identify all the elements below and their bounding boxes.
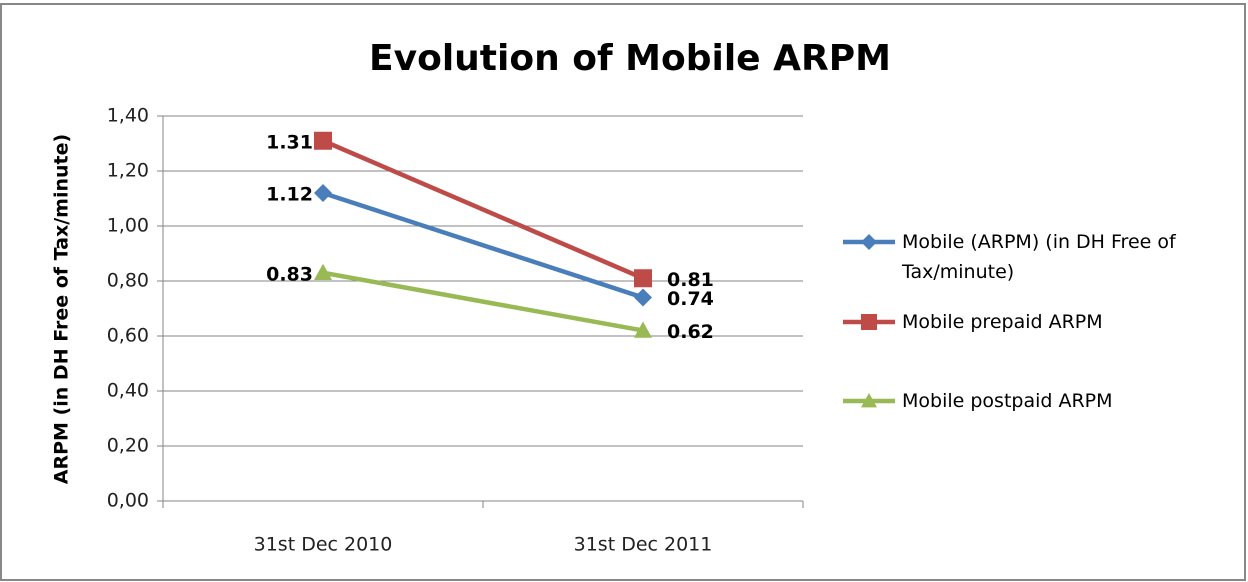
legend-marker [861, 393, 877, 408]
data-point [314, 131, 332, 150]
data-label: 1.12 [266, 184, 313, 206]
y-tick-label: 1,00 [107, 215, 149, 237]
y-tick-label: 0,80 [107, 270, 149, 292]
data-label: 1.31 [266, 131, 313, 153]
data-label: 0.83 [266, 263, 313, 285]
y-tick-label: 0,40 [107, 380, 149, 402]
y-tick-label: 0,60 [107, 325, 149, 347]
series-line [322, 270, 644, 333]
legend-marker [861, 314, 877, 330]
y-tick-label: 1,20 [107, 160, 149, 182]
legend-label: Mobile (ARPM) (in DH Free of Tax/minute) [902, 231, 1176, 283]
data-point [634, 321, 652, 338]
legend-label: Mobile prepaid ARPM [902, 311, 1103, 333]
data-label: 0.62 [667, 321, 714, 343]
x-tick-label: 31st Dec 2011 [574, 534, 713, 556]
y-axis-label: ARPM (in DH Free of Tax/minute) [51, 134, 73, 484]
y-tick-label: 1,40 [107, 105, 149, 127]
data-point [634, 288, 652, 307]
data-point [314, 263, 332, 280]
data-point [634, 269, 652, 288]
x-tick-label: 31st Dec 2010 [254, 534, 393, 556]
legend-label: Mobile postpaid ARPM [902, 390, 1113, 412]
y-tick-label: 0,00 [107, 490, 149, 512]
data-label: 0.74 [667, 288, 714, 310]
data-label: 0.81 [667, 269, 714, 291]
series-line [322, 190, 644, 300]
series-line [322, 138, 644, 281]
data-point [314, 184, 332, 202]
chart-title: Evolution of Mobile ARPM [369, 38, 891, 79]
y-tick-label: 0,20 [107, 435, 149, 457]
legend-marker [861, 234, 877, 250]
